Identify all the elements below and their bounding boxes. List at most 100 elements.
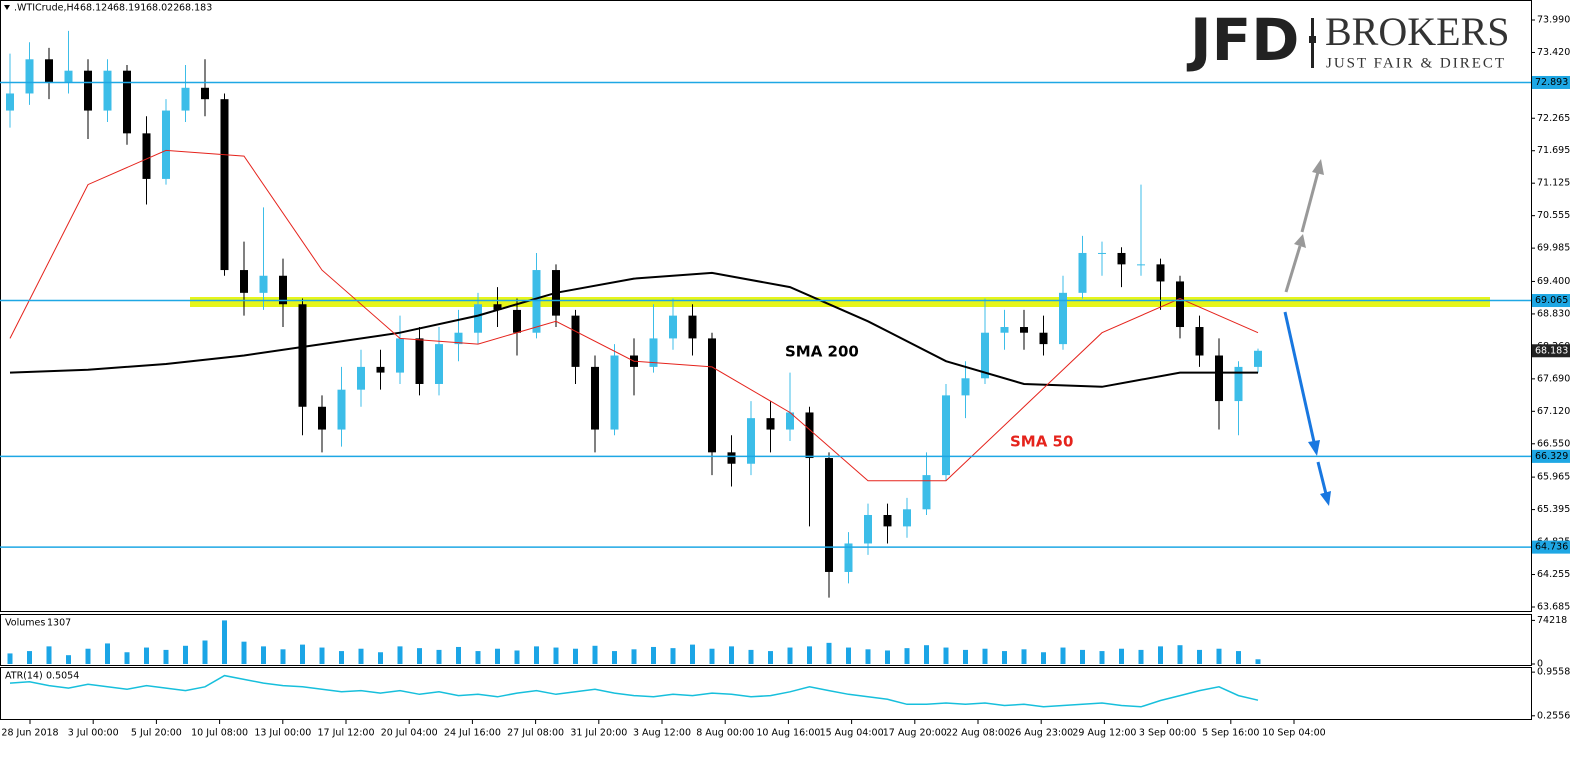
y-tick-label: 68.830: [1537, 308, 1570, 319]
volume-bar: [943, 647, 949, 664]
volume-title: Volumes: [5, 618, 45, 629]
volume-bar: [865, 649, 871, 664]
candle-body: [1000, 327, 1009, 333]
candle-body: [181, 87, 190, 111]
atr-current: 0.5054: [46, 671, 79, 682]
main-frame: [0, 0, 1532, 612]
level-price-box: [1532, 540, 1570, 554]
volume-bar: [651, 646, 656, 664]
arrow-down-2: [1316, 461, 1328, 495]
volume-bar: [7, 653, 13, 664]
candle-body: [1117, 252, 1126, 265]
volume-bar: [768, 651, 773, 664]
volume-bar: [183, 645, 188, 664]
candle-body: [25, 59, 34, 94]
y-tick-label: 64.255: [1537, 569, 1570, 580]
arrow-down-1: [1283, 311, 1316, 443]
volume-frame: [0, 614, 1532, 666]
y-tick-label: 69.985: [1537, 243, 1570, 254]
candle-body: [1020, 327, 1028, 333]
x-tick-label: 8 Aug 00:00: [696, 728, 754, 739]
candle-body: [883, 514, 892, 527]
volume-bar: [417, 648, 422, 664]
candle-body: [1039, 332, 1048, 345]
volume-bar: [163, 649, 169, 664]
arrow-up-2-head: [1312, 159, 1324, 175]
volume-bar: [690, 644, 695, 664]
volume-bar: [1060, 647, 1066, 664]
candle-body: [357, 366, 365, 390]
y-tick-label: 71.125: [1537, 178, 1570, 189]
ohlc-low: 68.022: [146, 3, 179, 14]
logo-accent: [1309, 36, 1316, 43]
candle-body: [435, 344, 443, 384]
y-tick-label: 71.695: [1537, 145, 1570, 156]
volume-bar: [612, 651, 617, 664]
volume-bar: [826, 642, 832, 664]
candle-body: [1098, 252, 1106, 254]
volume-bar: [495, 648, 500, 664]
x-tick-label: 22 Aug 08:00: [946, 728, 1010, 739]
y-tick-label: 73.420: [1537, 47, 1570, 58]
volume-bar: [924, 645, 929, 664]
candle-body: [922, 475, 931, 510]
x-tick-label: 24 Jul 16:00: [444, 728, 501, 739]
x-tick-label: 17 Jul 12:00: [318, 728, 375, 739]
candle-body: [825, 458, 833, 572]
volume-bar: [963, 649, 968, 664]
last-price-box: [1532, 344, 1570, 358]
arrow-down-2-head: [1320, 491, 1331, 506]
candle-body: [532, 270, 541, 333]
volume-current: 1307: [47, 618, 71, 629]
atr-title: ATR(14): [5, 671, 43, 682]
candle-body: [981, 332, 989, 379]
y-tick-label: 63.685: [1537, 601, 1570, 612]
candle-body: [376, 366, 385, 373]
ohlc-close: 68.183: [179, 3, 212, 14]
candle-body: [766, 418, 775, 430]
candle-body: [649, 338, 658, 367]
candle-body: [1254, 350, 1262, 367]
arrow-down-1-head: [1308, 440, 1320, 456]
volume-bar: [885, 650, 890, 664]
candle-body: [1078, 252, 1087, 293]
volume-bar: [378, 652, 383, 664]
candle-body: [903, 509, 911, 527]
x-tick-label: 26 Aug 23:00: [1009, 728, 1073, 739]
volume-bar: [456, 646, 461, 664]
volume-bar: [514, 650, 520, 664]
x-tick-label: 13 Jul 00:00: [254, 728, 311, 739]
candle-body: [259, 275, 268, 293]
candle-body: [1234, 366, 1243, 402]
volume-bar: [729, 646, 734, 664]
atr-line: [9, 674, 1259, 708]
candle-body: [240, 270, 248, 293]
volume-bar: [787, 647, 793, 664]
volume-bar: [241, 641, 247, 664]
volume-bar: [748, 649, 754, 664]
volume-bar: [670, 648, 676, 664]
volume-bar: [982, 648, 988, 664]
volume-bar: [1216, 648, 1222, 664]
candle-body: [6, 93, 14, 111]
level-price-box: [1532, 294, 1570, 308]
candle-body: [1195, 327, 1204, 356]
y-tick-label: 0: [1537, 659, 1543, 670]
volume-bar: [124, 652, 130, 664]
candle-body: [84, 70, 92, 111]
logo-brand: JFD: [1186, 6, 1299, 74]
y-tick-label: 73.990: [1537, 14, 1570, 25]
volume-bar: [631, 649, 637, 664]
volume-bar: [358, 648, 364, 664]
x-tick-label: 27 Jul 08:00: [507, 728, 564, 739]
candle-body: [162, 110, 170, 179]
scenario-arrows: [1283, 159, 1331, 506]
logo-tagline: JUST FAIR & DIRECT: [1326, 55, 1506, 71]
candle-body: [64, 70, 73, 83]
volume-bar: [105, 643, 110, 664]
level-price-label: 66.329: [1535, 451, 1568, 462]
volume-bar: [144, 647, 149, 664]
candle-body: [747, 418, 755, 464]
candle-body: [298, 304, 307, 407]
